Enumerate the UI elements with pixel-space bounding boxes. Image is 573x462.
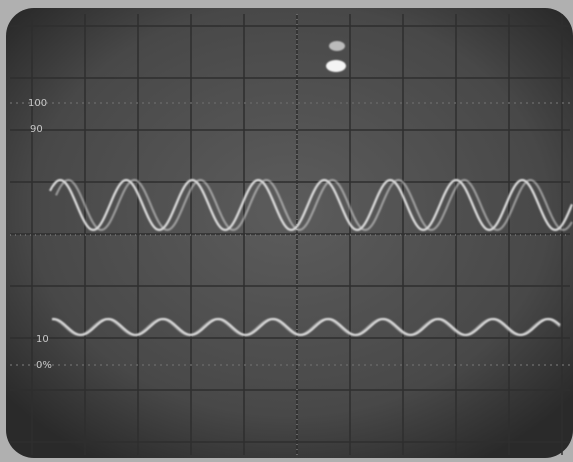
label-100: 100 [28,98,47,109]
beam-spot [329,41,345,51]
label-0: 0% [36,360,52,371]
label-10: 10 [36,334,49,345]
oscilloscope-photo: 100 90 10 0% [0,0,573,462]
page: 100 90 10 0% (() => { const data = JSON.… [0,0,573,462]
beam-spot [326,60,346,72]
label-90: 90 [30,124,43,135]
